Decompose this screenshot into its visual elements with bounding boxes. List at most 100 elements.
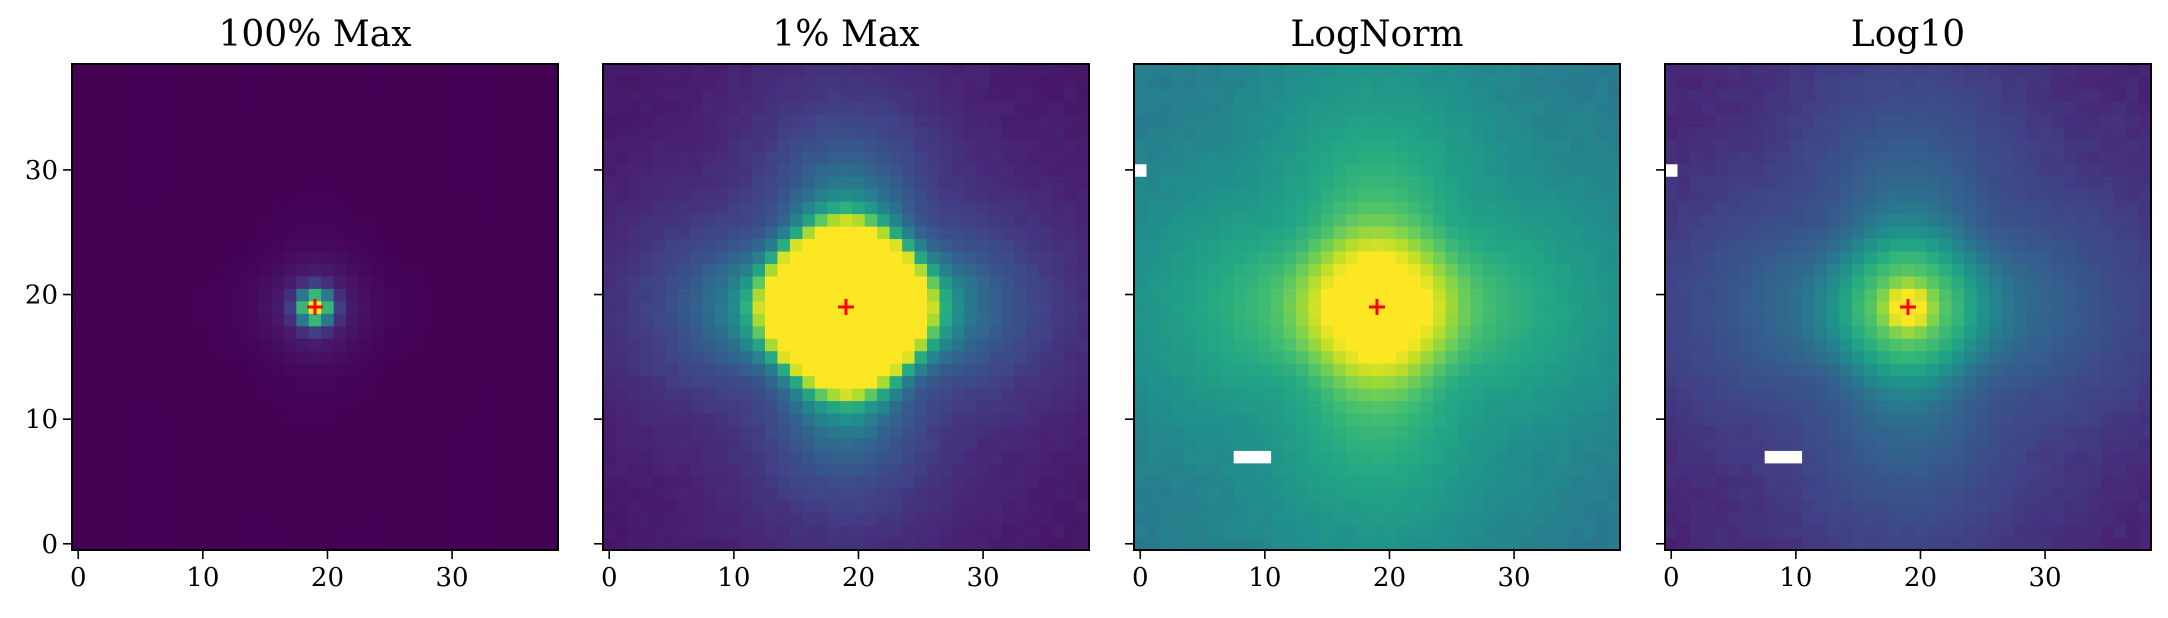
heatmap-cell	[533, 275, 547, 289]
heatmap-cell	[939, 101, 953, 115]
heatmap-cell	[1595, 437, 1609, 451]
heatmap-cell	[196, 338, 210, 352]
heatmap-cell	[209, 101, 223, 115]
heatmap-cell	[902, 325, 916, 339]
heatmap-cell	[1689, 400, 1703, 414]
heatmap-cell	[1507, 250, 1521, 264]
heatmap-cell	[765, 537, 779, 551]
heatmap-cell	[1158, 64, 1172, 78]
heatmap-cell	[258, 437, 272, 451]
heatmap-cell	[1470, 226, 1484, 240]
heatmap-cell	[296, 101, 310, 115]
heatmap-cell	[864, 500, 878, 514]
heatmap-cell	[702, 475, 716, 489]
heatmap-cell	[221, 101, 235, 115]
heatmap-cell	[727, 64, 741, 78]
heatmap-cell	[1507, 76, 1521, 90]
heatmap-cell	[433, 176, 447, 190]
heatmap-cell	[976, 126, 990, 140]
heatmap-cell	[1183, 350, 1197, 364]
heatmap-cell	[234, 400, 248, 414]
heatmap-cell	[1445, 388, 1459, 402]
heatmap-cell	[246, 425, 260, 439]
heatmap-cell	[234, 275, 248, 289]
center-marker	[838, 299, 854, 315]
heatmap-cell	[1458, 163, 1472, 177]
heatmap-cell	[1345, 263, 1359, 277]
heatmap-cell	[603, 275, 617, 289]
heatmap-cell	[1520, 462, 1534, 476]
heatmap-cell	[1570, 450, 1584, 464]
heatmap-cell	[383, 213, 397, 227]
heatmap-cell	[1064, 151, 1078, 165]
heatmap-cell	[283, 487, 297, 501]
heatmap-cell	[615, 412, 629, 426]
heatmap-cell	[1607, 412, 1621, 426]
heatmap-cell	[470, 437, 484, 451]
heatmap-cell	[976, 425, 990, 439]
heatmap-cell	[1283, 375, 1297, 389]
heatmap-cell	[1221, 76, 1235, 90]
heatmap-cell	[914, 250, 928, 264]
heatmap-cell	[976, 176, 990, 190]
heatmap-cell	[927, 487, 941, 501]
heatmap-cell	[1171, 176, 1185, 190]
heatmap-cell	[1595, 375, 1609, 389]
heatmap-cell	[346, 450, 360, 464]
heatmap-cell	[1727, 450, 1741, 464]
heatmap-cell	[1370, 138, 1384, 152]
heatmap-cell	[346, 350, 360, 364]
heatmap-cell	[1752, 151, 1766, 165]
heatmap-cell	[246, 375, 260, 389]
heatmap-cell	[914, 126, 928, 140]
heatmap-cell	[1507, 300, 1521, 314]
heatmap-cell	[727, 126, 741, 140]
heatmap-cell	[109, 163, 123, 177]
heatmap-cell	[989, 425, 1003, 439]
heatmap-cell	[889, 213, 903, 227]
heatmap-cell	[1607, 213, 1621, 227]
heatmap-cell	[308, 76, 322, 90]
heatmap-cell	[296, 213, 310, 227]
heatmap-cell	[802, 113, 816, 127]
heatmap-cell	[640, 475, 654, 489]
heatmap-cell	[483, 400, 497, 414]
heatmap-cell	[951, 437, 965, 451]
heatmap-cell	[520, 300, 534, 314]
heatmap-cell	[271, 250, 285, 264]
heatmap-cell	[72, 188, 86, 202]
heatmap-cell	[109, 238, 123, 252]
heatmap-cell	[1433, 325, 1447, 339]
heatmap-cell	[1702, 176, 1716, 190]
heatmap-cell	[433, 238, 447, 252]
heatmap-cell	[1183, 238, 1197, 252]
heatmap-cell	[1595, 201, 1609, 215]
heatmap-cell	[603, 201, 617, 215]
heatmap-cell	[234, 350, 248, 364]
heatmap-cell	[989, 300, 1003, 314]
heatmap-cell	[533, 101, 547, 115]
heatmap-cell	[1689, 113, 1703, 127]
heatmap-cell	[1271, 88, 1285, 102]
heatmap-cell	[1752, 201, 1766, 215]
heatmap-cell	[1445, 113, 1459, 127]
heatmap-cell	[1158, 238, 1172, 252]
heatmap-cell	[346, 400, 360, 414]
heatmap-cell	[1345, 176, 1359, 190]
heatmap-cell	[927, 350, 941, 364]
heatmap-cell	[627, 437, 641, 451]
heatmap-cell	[221, 138, 235, 152]
heatmap-cell	[1308, 188, 1322, 202]
heatmap-cell	[939, 226, 953, 240]
heatmap-cell	[1739, 400, 1753, 414]
heatmap-cell	[1470, 363, 1484, 377]
heatmap-cell	[396, 487, 410, 501]
x-tick-label: 30	[436, 563, 469, 593]
heatmap-cell	[1520, 126, 1534, 140]
heatmap-cell	[1395, 138, 1409, 152]
heatmap-cell	[715, 338, 729, 352]
heatmap-cell	[964, 400, 978, 414]
heatmap-cell	[1482, 176, 1496, 190]
heatmap-cell	[603, 213, 617, 227]
